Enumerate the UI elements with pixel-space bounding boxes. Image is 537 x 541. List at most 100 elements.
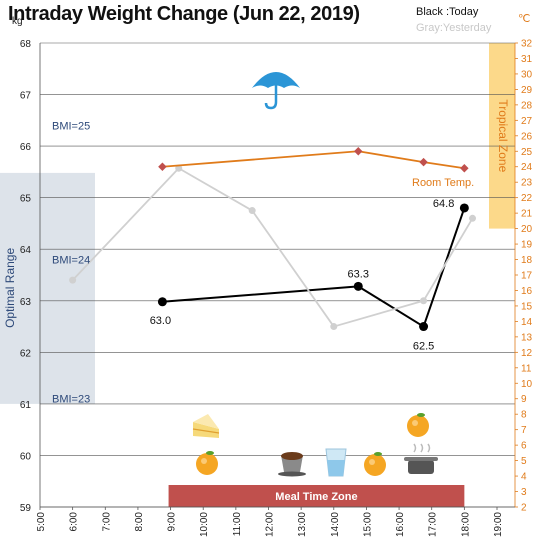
series-line-room-temp <box>162 150 465 170</box>
y-tick-label-right: 26 <box>521 131 533 142</box>
data-point-yesterday <box>248 207 256 215</box>
x-tick-label: 18:00 <box>460 512 471 537</box>
y-tick-label-right: 28 <box>521 100 533 111</box>
data-label: 63.3 <box>348 268 369 280</box>
umbrella-icon <box>252 72 300 110</box>
legend-today: Black :Today <box>416 6 479 18</box>
x-tick-label: 11:00 <box>232 512 243 537</box>
y-tick-label-right: 22 <box>521 193 533 204</box>
data-point-yesterday <box>469 214 477 222</box>
y-tick-label-right: 32 <box>521 39 533 50</box>
y-tick-label-right: 8 <box>521 410 527 421</box>
x-tick-label: 6:00 <box>69 512 80 532</box>
meal-time-zone-label: Meal Time Zone <box>275 491 357 503</box>
y-tick-label-left: 67 <box>20 91 32 102</box>
y-axis-unit-celsius: ℃ <box>518 13 531 25</box>
x-tick-label: 13:00 <box>297 512 308 537</box>
x-tick-label: 12:00 <box>265 512 276 537</box>
y-tick-label-right: 19 <box>521 240 533 251</box>
room-temp-label: Room Temp. <box>412 177 474 189</box>
y-tick-label-left: 59 <box>20 503 32 514</box>
y-tick-label-right: 14 <box>521 317 533 328</box>
data-point-today <box>353 281 363 291</box>
y-tick-label-right: 21 <box>521 209 533 220</box>
temp-point <box>354 147 363 156</box>
data-point-yesterday <box>69 276 77 284</box>
water-glass-icon <box>325 448 347 477</box>
y-tick-label-left: 68 <box>20 39 32 50</box>
x-tick-label: 5:00 <box>36 512 47 532</box>
series-line-yesterday <box>71 167 474 328</box>
data-point-today <box>459 203 469 213</box>
x-tick-label: 16:00 <box>395 512 406 537</box>
data-point-yesterday <box>420 297 428 305</box>
data-label: 62.5 <box>413 341 434 353</box>
y-tick-label-left: 60 <box>20 451 32 462</box>
y-tick-label-right: 9 <box>521 394 527 405</box>
y-tick-label-right: 23 <box>521 178 533 189</box>
chart-title: Intraday Weight Change (Jun 22, 2019) <box>8 3 360 25</box>
y-tick-label-right: 18 <box>521 255 533 266</box>
temp-point <box>158 162 167 171</box>
orange-icon <box>407 413 429 437</box>
data-point-yesterday <box>175 164 183 172</box>
x-tick-label: 17:00 <box>428 512 439 537</box>
data-label: 63.0 <box>150 315 171 327</box>
y-tick-label-left: 63 <box>20 297 32 308</box>
x-tick-label: 15:00 <box>362 512 373 537</box>
x-tick-label: 7:00 <box>101 512 112 532</box>
data-point-today <box>157 297 167 307</box>
y-tick-label-left: 64 <box>20 245 32 256</box>
y-tick-label-right: 25 <box>521 147 533 158</box>
bmi-annotation: BMI=23 <box>52 394 90 406</box>
bmi-annotation: BMI=25 <box>52 120 90 132</box>
y-tick-label-left: 62 <box>20 348 32 359</box>
legend-yesterday: Gray:Yesterday <box>416 22 492 34</box>
y-tick-label-right: 11 <box>521 363 532 374</box>
y-tick-label-right: 16 <box>521 286 533 297</box>
y-tick-label-right: 7 <box>521 425 527 436</box>
y-tick-label-right: 5 <box>521 456 527 467</box>
cake-icon <box>192 414 220 438</box>
x-tick-label: 10:00 <box>199 512 210 537</box>
y-tick-label-right: 4 <box>521 472 527 483</box>
x-tick-label: 14:00 <box>330 512 341 537</box>
coffee-icon <box>278 452 306 477</box>
series-line-today <box>162 207 466 328</box>
y-tick-label-right: 3 <box>521 487 527 498</box>
x-tick-label: 8:00 <box>134 512 145 532</box>
y-tick-label-right: 10 <box>521 379 533 390</box>
y-tick-label-left: 65 <box>20 194 32 205</box>
y-tick-label-right: 12 <box>521 348 533 359</box>
pot-icon <box>404 443 438 474</box>
y-tick-label-right: 30 <box>521 69 533 80</box>
meal-time-zone-band <box>168 485 465 507</box>
y-tick-label-left: 61 <box>20 400 32 411</box>
y-tick-label-right: 13 <box>521 332 533 343</box>
y-tick-label-right: 29 <box>521 85 533 96</box>
orange-icon <box>196 451 218 475</box>
data-point-yesterday <box>330 323 338 331</box>
optimal-range-label: Optimal Range <box>3 248 17 328</box>
x-tick-label: 19:00 <box>493 512 504 537</box>
orange-icon <box>364 452 386 476</box>
y-tick-label-right: 6 <box>521 441 527 452</box>
y-tick-label-right: 31 <box>521 54 533 65</box>
y-tick-label-right: 24 <box>521 162 533 173</box>
y-tick-label-right: 2 <box>521 503 527 514</box>
y-tick-label-right: 15 <box>521 301 533 312</box>
y-tick-label-right: 27 <box>521 116 533 127</box>
temp-point <box>460 164 469 173</box>
y-axis-unit-kg: kg <box>12 16 23 27</box>
bmi-annotation: BMI=24 <box>52 255 90 267</box>
y-tick-label-right: 17 <box>521 271 533 282</box>
tropical-zone-label: Tropical Zone <box>496 99 510 172</box>
data-point-today <box>419 322 429 332</box>
y-tick-label-right: 20 <box>521 224 533 235</box>
optimal-range-band <box>0 172 95 404</box>
y-tick-label-left: 66 <box>20 142 32 153</box>
temp-point <box>419 157 428 167</box>
data-label: 64.8 <box>433 198 454 210</box>
x-tick-label: 9:00 <box>167 512 178 532</box>
